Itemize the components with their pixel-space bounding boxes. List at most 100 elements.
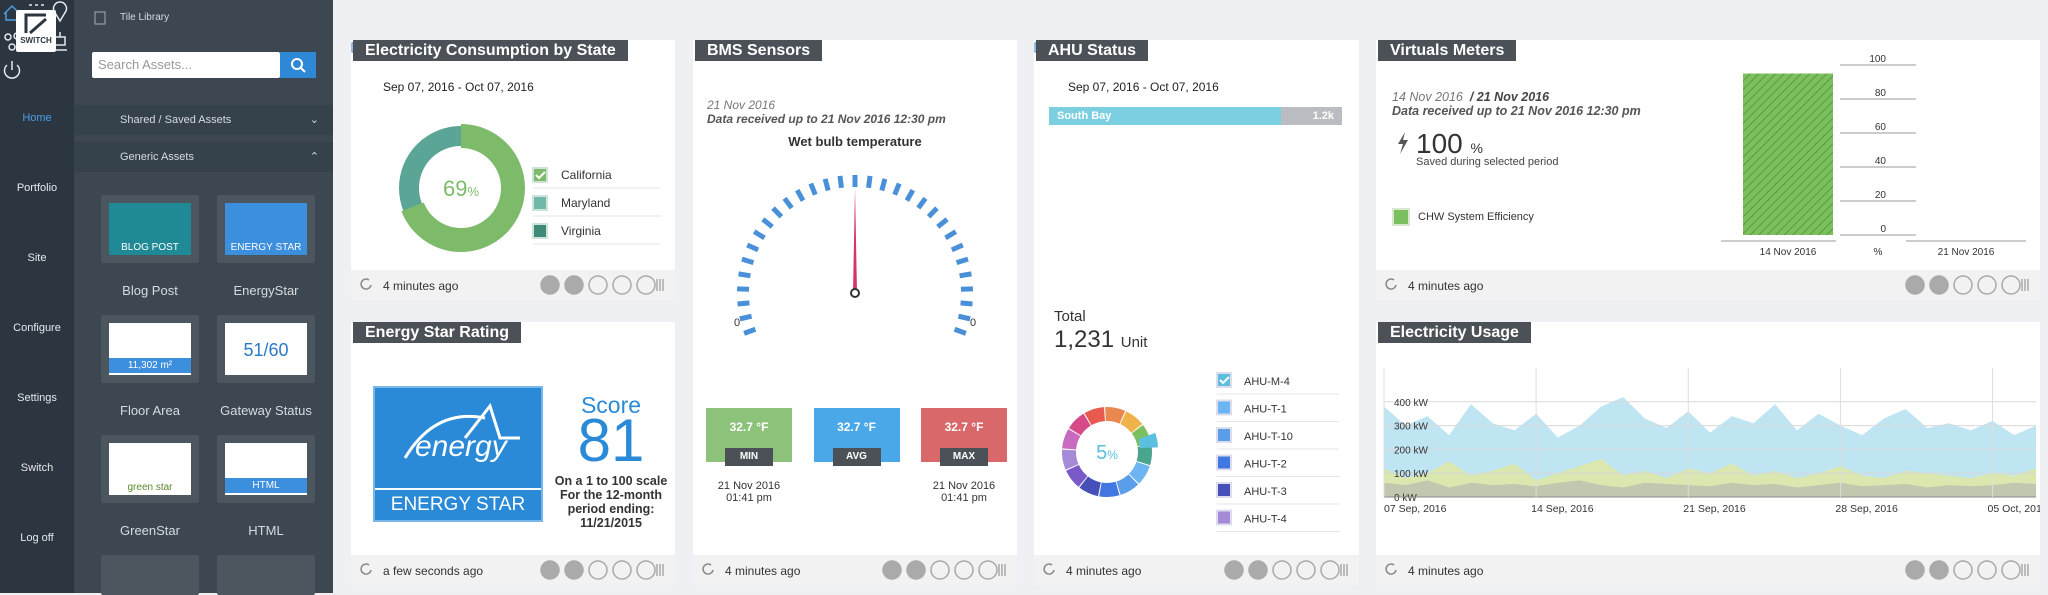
legend-swatch[interactable] <box>1217 483 1231 497</box>
action-icon[interactable] <box>1321 561 1339 579</box>
action-icon[interactable] <box>565 276 583 294</box>
action-icon[interactable] <box>589 276 607 294</box>
search-button[interactable] <box>280 52 316 78</box>
gauge-tick <box>961 303 973 304</box>
action-icon[interactable] <box>2002 276 2020 294</box>
refresh-icon <box>1386 564 1396 574</box>
action-icon[interactable] <box>565 561 583 579</box>
nav-label[interactable]: Home <box>0 112 74 124</box>
nav-label[interactable]: Settings <box>0 392 74 404</box>
tile-electricity: Electricity Consumption by State Sep 07,… <box>351 40 675 300</box>
nav-label[interactable]: Configure <box>0 322 74 334</box>
gauge-tick <box>952 245 963 250</box>
nav-label[interactable]: Portfolio <box>0 182 74 194</box>
y-tick-label: 20 <box>1875 190 1887 201</box>
action-icon[interactable] <box>637 561 655 579</box>
asset-thumb: green star <box>109 443 191 495</box>
action-icon[interactable] <box>613 561 631 579</box>
nav-label[interactable]: Site <box>0 252 74 264</box>
gauge-tick <box>957 259 968 262</box>
stat-label: MIN <box>725 448 773 466</box>
legend-swatch[interactable] <box>533 196 547 210</box>
action-icon[interactable] <box>1930 561 1948 579</box>
gauge-tick <box>763 219 772 226</box>
asset-label: HTML <box>208 523 324 538</box>
legend-swatch[interactable] <box>1217 373 1231 387</box>
asset-card <box>101 555 199 595</box>
legend-label: California <box>561 168 612 182</box>
asset-card[interactable]: HTML <box>217 435 315 503</box>
stat-value: 32.7 °F <box>706 420 792 434</box>
asset-card[interactable]: 11,302 m² <box>101 315 199 383</box>
legend-swatch[interactable] <box>533 168 547 182</box>
gauge-tick <box>740 316 752 319</box>
asset-thumb: HTML <box>225 443 307 495</box>
x-tick-label: 14 Nov 2016 <box>1760 247 1817 258</box>
section-shared[interactable]: Shared / Saved Assets⌄ <box>74 105 333 135</box>
tile-title: Energy Star Rating <box>353 322 521 343</box>
action-icon[interactable] <box>931 561 949 579</box>
action-icon[interactable] <box>907 561 925 579</box>
action-icon[interactable] <box>1273 561 1291 579</box>
action-icon[interactable] <box>541 561 559 579</box>
stat-label: AVG <box>833 448 881 466</box>
gauge-tick <box>955 329 966 333</box>
action-icon[interactable] <box>1906 276 1924 294</box>
gauge-tick <box>797 190 803 200</box>
action-icon[interactable] <box>1249 561 1267 579</box>
action-icon[interactable] <box>541 276 559 294</box>
nav-label[interactable]: Log off <box>0 532 74 544</box>
action-icon[interactable] <box>613 276 631 294</box>
action-icon[interactable] <box>1906 561 1924 579</box>
legend-swatch[interactable] <box>1217 511 1231 525</box>
search-input[interactable]: Search Assets... <box>92 52 280 78</box>
action-icon[interactable] <box>1954 561 1972 579</box>
gauge-tick <box>958 316 970 319</box>
action-icon[interactable] <box>955 561 973 579</box>
library-title: Tile Library <box>120 12 169 23</box>
action-icon[interactable] <box>1930 276 1948 294</box>
action-icon[interactable] <box>883 561 901 579</box>
refresh-icon <box>361 279 371 289</box>
legend-label: AHU-T-1 <box>1244 404 1287 416</box>
logo-graphic: energy <box>395 398 525 478</box>
asset-card[interactable]: ENERGY STAR <box>217 195 315 263</box>
action-icon[interactable] <box>637 276 655 294</box>
drag-icon <box>657 279 663 291</box>
action-icon[interactable] <box>1954 276 1972 294</box>
x-tick-label: 05 Oct, 2016 <box>1988 503 2040 515</box>
asset-label: GreenStar <box>92 523 208 538</box>
asset-card[interactable]: green star <box>101 435 199 503</box>
nav-icon <box>0 58 24 82</box>
action-icon[interactable] <box>1225 561 1243 579</box>
action-icon[interactable] <box>589 561 607 579</box>
asset-label: Gateway Status <box>208 403 324 418</box>
action-icon[interactable] <box>2002 561 2020 579</box>
y-tick-label: 0 <box>1880 224 1886 235</box>
legend-swatch[interactable] <box>1217 456 1231 470</box>
shape <box>95 12 105 24</box>
legend-label: Maryland <box>561 196 610 210</box>
nav-label[interactable]: Switch <box>0 462 74 474</box>
section-generic[interactable]: Generic Assets⌃ <box>74 142 333 172</box>
asset-card[interactable]: BLOG POST <box>101 195 199 263</box>
legend-swatch[interactable] <box>1217 401 1231 415</box>
legend-label: AHU-T-4 <box>1244 514 1287 526</box>
thumb-text: HTML <box>225 478 307 493</box>
action-icon[interactable] <box>979 561 997 579</box>
refresh-icon <box>361 564 371 574</box>
asset-card[interactable]: 51/60 <box>217 315 315 383</box>
action-icon[interactable] <box>1297 561 1315 579</box>
legend-swatch[interactable] <box>533 224 547 238</box>
action-icon[interactable] <box>1978 561 1996 579</box>
updated: a few seconds ago <box>383 564 483 578</box>
legend-swatch[interactable] <box>1217 428 1231 442</box>
legend-label: Virginia <box>561 224 601 238</box>
action-icon[interactable] <box>1978 276 1996 294</box>
tile-footer: 4 minutes ago <box>693 555 1017 585</box>
